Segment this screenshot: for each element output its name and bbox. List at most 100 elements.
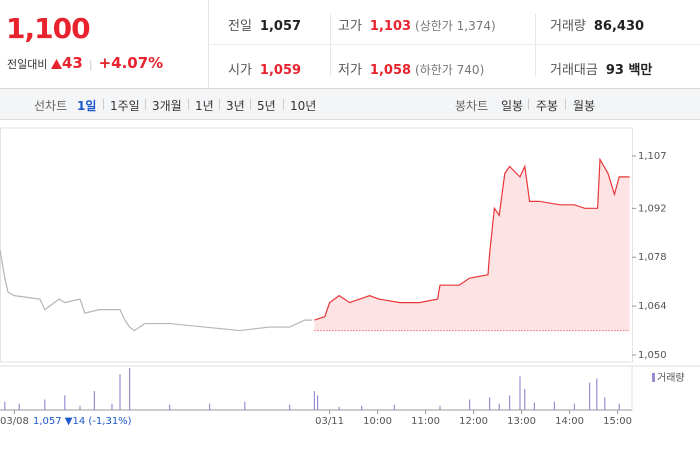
- period-tab[interactable]: 1일: [77, 99, 97, 113]
- x-tick-label: 14:00: [555, 416, 584, 427]
- x-tick-label: 12:00: [459, 416, 488, 427]
- tab-separator: [565, 99, 566, 110]
- area-fill: [314, 159, 630, 331]
- y-tick-label: 1,078: [638, 252, 667, 263]
- price-line: [0, 250, 312, 332]
- volume-bar: [111, 403, 113, 410]
- up-arrow: [50, 59, 62, 69]
- chart-tabs: 선차트 1일 1주일 3개월 1년 3년 5년 10년 봉차트 일봉 주봉 월봉: [0, 89, 700, 120]
- quote-cell: 저가 1,058 (하한가 740): [338, 59, 484, 78]
- separator: [208, 44, 700, 45]
- tab-separator: [103, 99, 104, 110]
- candle-tab[interactable]: 주봉: [536, 99, 559, 113]
- separator: [535, 14, 536, 76]
- volume-legend: 거래량: [657, 372, 685, 384]
- current-price: 1,100: [6, 12, 91, 45]
- chart: 1,050 1,064 1,078 1,092 1,107 거래량 03/08 03/11 10…: [0, 127, 700, 427]
- quote-header: 1,100 전일대비 43 | +4.07% 전일 1,057 고가 1,103 (상한가 …: [0, 0, 700, 89]
- period-tab[interactable]: 5년: [257, 99, 276, 113]
- quote-value: 93 백만: [605, 63, 653, 78]
- quote-label: 전일: [228, 19, 252, 34]
- volume-bar: [93, 391, 95, 410]
- quote-label: 고가: [338, 19, 362, 34]
- period-tab[interactable]: 10년: [290, 99, 317, 113]
- volume-bar: [589, 382, 591, 410]
- x-tick-label: 13:00: [507, 416, 536, 427]
- volume-bar: [79, 405, 81, 410]
- volume-bar: [129, 368, 131, 410]
- quote-label: 거래량: [550, 19, 586, 34]
- period-tab[interactable]: 1년: [195, 99, 214, 113]
- volume-bar: [313, 391, 315, 410]
- prev-close-info: 1,057 ▼14 (-1,31%): [33, 416, 132, 427]
- volume-bar: [289, 404, 291, 410]
- separator: [330, 14, 331, 76]
- quote-cell: 전일 1,057: [228, 15, 301, 34]
- quote-cell: 거래대금 93 백만: [550, 59, 652, 78]
- quote-label: 저가: [338, 63, 362, 78]
- volume-bar: [361, 405, 363, 410]
- quote-value: 1,057: [259, 19, 302, 34]
- volume-bar: [44, 399, 46, 410]
- x-tick-label: 03/08: [0, 416, 29, 427]
- period-tab[interactable]: 1주일: [110, 99, 140, 113]
- volume-bar: [533, 402, 535, 410]
- tab-separator: [145, 99, 146, 110]
- period-tab[interactable]: 3년: [226, 99, 245, 113]
- volume-bar: [573, 403, 575, 410]
- volume-bar: [604, 397, 606, 410]
- price-box: 1,100 전일대비 43 | +4.07%: [0, 0, 209, 88]
- quote-note: (하한가 740): [415, 63, 485, 77]
- volume-bar: [439, 405, 441, 410]
- tab-separator: [283, 99, 284, 110]
- change-percent: +4.07%: [98, 54, 164, 72]
- volume-bar: [4, 401, 6, 410]
- volume-bar: [498, 403, 500, 410]
- volume-bar: [119, 374, 121, 410]
- candle-tab[interactable]: 월봉: [573, 99, 596, 113]
- tab-separator: [188, 99, 189, 110]
- change-line: 전일대비 43 | +4.07%: [7, 54, 164, 72]
- tab-separator: [250, 99, 251, 110]
- quote-label: 시가: [228, 63, 252, 78]
- volume-bar: [524, 389, 526, 410]
- period-tab[interactable]: 3개월: [152, 99, 182, 113]
- volume-bar: [209, 403, 211, 410]
- volume-bar: [393, 404, 395, 410]
- volume-bar: [596, 378, 598, 410]
- quote-value: 86,430: [593, 19, 645, 34]
- quote-note: (상한가 1,374): [415, 19, 496, 33]
- volume-bar: [469, 399, 471, 410]
- volume-bar: [338, 406, 340, 410]
- y-tick-label: 1,050: [638, 350, 667, 361]
- tab-group-label: 선차트: [34, 99, 68, 113]
- volume-bar: [509, 395, 511, 410]
- quote-label: 거래대금: [550, 63, 598, 78]
- plot-frame: [0, 127, 633, 363]
- y-tick-label: 1,107: [638, 151, 667, 162]
- quote-cell: 시가 1,059: [228, 59, 301, 78]
- volume-bar: [519, 376, 521, 410]
- x-tick-label: 10:00: [363, 416, 392, 427]
- volume-bar: [317, 395, 319, 410]
- tab-separator: [219, 99, 220, 110]
- x-tick-label: 15:00: [603, 416, 632, 427]
- volume-bar: [64, 395, 66, 410]
- quote-value: 1,058: [369, 63, 412, 78]
- quote-value: 1,103: [369, 19, 412, 34]
- volume-bar: [169, 404, 171, 410]
- legend-swatch: [652, 373, 655, 382]
- tab-separator: [528, 99, 529, 110]
- volume-bar: [244, 401, 246, 410]
- change-label: 전일대비: [7, 58, 48, 71]
- x-tick-label: 03/11: [315, 416, 344, 427]
- y-tick-label: 1,064: [638, 301, 667, 312]
- quote-value: 1,059: [259, 63, 302, 78]
- quote-cell: 고가 1,103 (상한가 1,374): [338, 15, 496, 34]
- candle-tab[interactable]: 일봉: [501, 99, 524, 113]
- volume-bar: [489, 397, 491, 410]
- price-line: [314, 157, 630, 321]
- volume-bar: [618, 403, 620, 410]
- volume-bar: [18, 403, 20, 410]
- volume-bar: [553, 401, 555, 410]
